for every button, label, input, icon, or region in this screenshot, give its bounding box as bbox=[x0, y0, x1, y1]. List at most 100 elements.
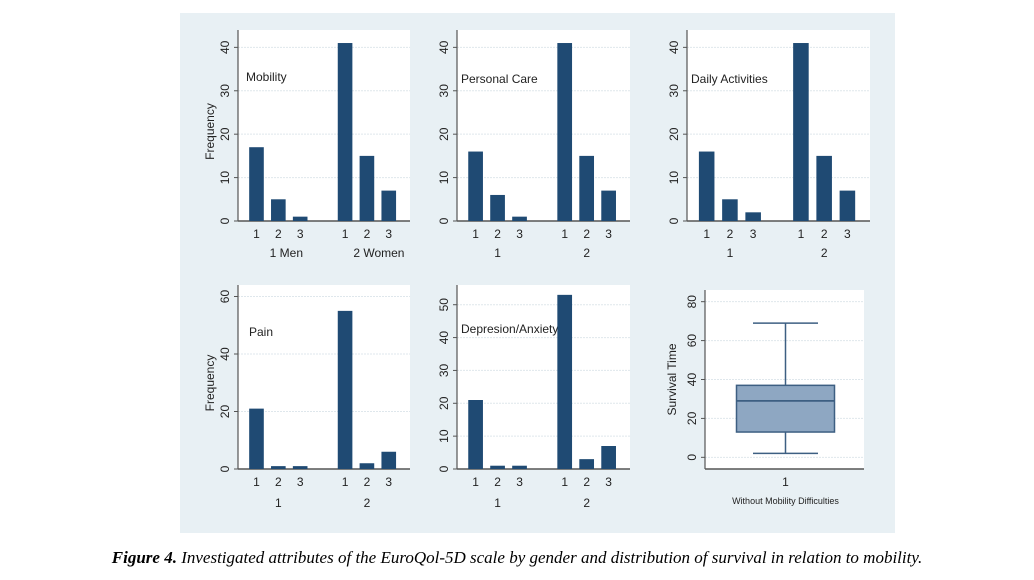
x-tick-label: 2 bbox=[583, 227, 590, 241]
x-tick-label: 2 bbox=[494, 227, 501, 241]
x-tick-label: 2 bbox=[275, 475, 282, 489]
bar bbox=[579, 155, 595, 221]
group-label: 1 bbox=[275, 496, 282, 510]
x-tick-label: 3 bbox=[297, 475, 304, 489]
y-tick-label: 20 bbox=[437, 127, 451, 141]
x-tick-label: 1 bbox=[342, 475, 349, 489]
x-tick-label: 2 bbox=[364, 227, 371, 241]
group-label: 1 bbox=[494, 246, 501, 260]
chart-panel-6: 0 20 40 60 80 Survival Time 1 Without Mobility … bbox=[665, 290, 864, 506]
bar bbox=[490, 194, 505, 221]
x-tick-label: 2 bbox=[275, 227, 282, 241]
chart-panel-3: 0 10 20 30 40 Daily Activities 1 2 3 1 1 2 3 2 bbox=[667, 30, 870, 260]
plot-area bbox=[687, 30, 870, 221]
caption-label: Figure 4. bbox=[111, 548, 177, 567]
y-axis-label: Survival Time bbox=[665, 343, 679, 415]
x-tick-label: 2 bbox=[727, 227, 734, 241]
figure-caption: Figure 4. Investigated attributes of the… bbox=[0, 548, 1034, 568]
x-tick-label: 3 bbox=[385, 227, 392, 241]
plot-area bbox=[238, 30, 410, 221]
bar bbox=[839, 190, 856, 221]
x-tick-label: 3 bbox=[605, 475, 612, 489]
x-tick-label: 3 bbox=[844, 227, 851, 241]
y-tick-label: 30 bbox=[218, 84, 232, 98]
x-tick-label: 2 bbox=[821, 227, 828, 241]
x-tick-label: 2 bbox=[583, 475, 590, 489]
x-tick-label: 1 bbox=[798, 227, 805, 241]
panel-title: Depresion/Anxiety bbox=[461, 322, 558, 336]
plot-area bbox=[238, 285, 410, 469]
y-tick-label: 80 bbox=[685, 295, 699, 309]
y-tick-label: 30 bbox=[667, 84, 681, 98]
bar bbox=[557, 43, 573, 221]
bar bbox=[512, 216, 527, 221]
y-tick-label: 0 bbox=[437, 217, 451, 224]
x-tick-label: 3 bbox=[516, 227, 523, 241]
bar bbox=[745, 212, 761, 221]
group-label: 2 Women bbox=[353, 246, 404, 260]
y-tick-label: 40 bbox=[218, 347, 232, 361]
group-label: 1 Men bbox=[270, 246, 303, 260]
x-tick-label: 3 bbox=[605, 227, 612, 241]
bar bbox=[722, 199, 738, 221]
y-tick-label: 10 bbox=[667, 171, 681, 185]
bar bbox=[557, 294, 573, 469]
y-tick-label: 40 bbox=[437, 331, 451, 345]
y-tick-label: 20 bbox=[685, 411, 699, 425]
bar bbox=[468, 400, 483, 469]
group-label: 1 bbox=[494, 496, 501, 510]
x-tick-label: 1 bbox=[472, 227, 479, 241]
group-label: 2 bbox=[821, 246, 828, 260]
bar bbox=[359, 155, 375, 221]
bar bbox=[381, 190, 397, 221]
x-axis-label: Without Mobility Difficulties bbox=[732, 496, 839, 506]
bar bbox=[381, 451, 397, 469]
chart-panel-2: 0 10 20 30 40 Personal Care 1 2 3 1 1 2 3 2 bbox=[437, 30, 630, 260]
y-tick-label: 0 bbox=[218, 217, 232, 224]
x-tick-label: 1 bbox=[342, 227, 349, 241]
y-tick-label: 40 bbox=[685, 373, 699, 387]
y-tick-label: 60 bbox=[218, 290, 232, 304]
y-tick-label: 50 bbox=[437, 298, 451, 312]
y-axis-label: Frequency bbox=[203, 103, 217, 160]
bar bbox=[271, 199, 286, 221]
bar bbox=[579, 459, 595, 469]
x-tick-label: 1 bbox=[472, 475, 479, 489]
y-tick-label: 20 bbox=[667, 127, 681, 141]
x-tick-label: 1 bbox=[561, 475, 568, 489]
y-tick-label: 40 bbox=[218, 40, 232, 54]
y-axis-label: Frequency bbox=[203, 355, 217, 412]
x-tick-label: 1 bbox=[782, 475, 789, 489]
chart-panel-5: 0 10 20 30 40 50 Depresion/Anxiety 1 2 3 1 1 2 3 2 bbox=[437, 285, 630, 510]
bar bbox=[601, 190, 616, 221]
y-tick-label: 0 bbox=[685, 454, 699, 461]
panel-title: Personal Care bbox=[461, 72, 538, 86]
group-label: 1 bbox=[727, 246, 734, 260]
y-tick-label: 20 bbox=[437, 396, 451, 410]
bar bbox=[292, 216, 308, 221]
bar bbox=[337, 310, 353, 469]
x-tick-label: 3 bbox=[297, 227, 304, 241]
bar bbox=[249, 147, 264, 221]
x-tick-label: 3 bbox=[516, 475, 523, 489]
y-tick-label: 40 bbox=[667, 40, 681, 54]
x-tick-label: 2 bbox=[494, 475, 501, 489]
y-tick-label: 0 bbox=[218, 465, 232, 472]
x-tick-label: 3 bbox=[385, 475, 392, 489]
y-tick-label: 10 bbox=[218, 171, 232, 185]
y-tick-label: 20 bbox=[218, 127, 232, 141]
iqr-box bbox=[735, 384, 836, 433]
bar bbox=[601, 446, 616, 469]
group-label: 2 bbox=[583, 496, 590, 510]
bar bbox=[512, 465, 527, 469]
panel-title: Mobility bbox=[246, 70, 287, 84]
x-tick-label: 1 bbox=[703, 227, 710, 241]
group-label: 2 bbox=[364, 496, 371, 510]
y-tick-label: 10 bbox=[437, 429, 451, 443]
bar bbox=[468, 151, 483, 221]
group-label: 2 bbox=[583, 246, 590, 260]
bar bbox=[490, 465, 505, 469]
